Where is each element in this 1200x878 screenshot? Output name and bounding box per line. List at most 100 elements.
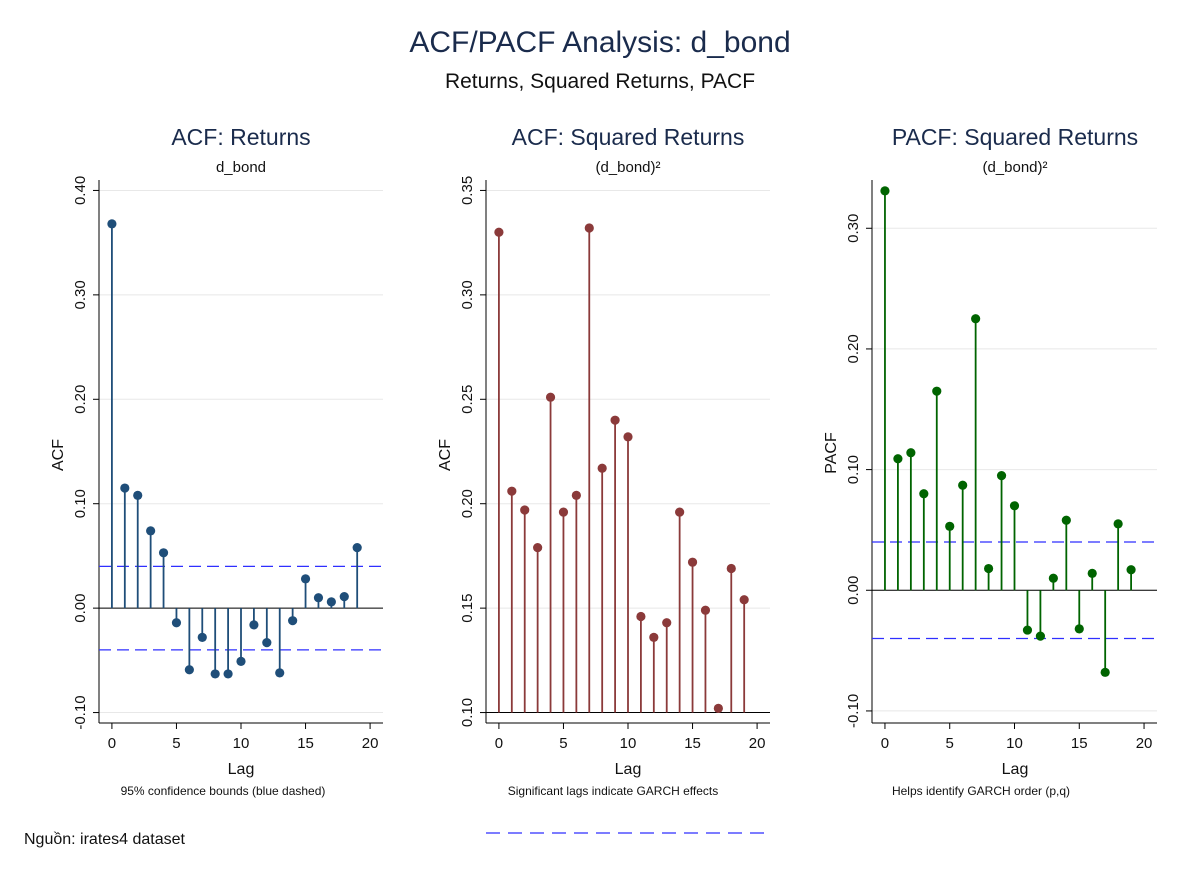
stem-marker [687,557,698,567]
y-tick-label: 0.10 [459,698,476,727]
stem-marker [1113,519,1123,529]
stem-marker [262,637,272,648]
stem-marker [636,611,646,622]
y-tick-label: -0.10 [72,695,89,729]
stem-marker [1061,515,1071,525]
stem-marker [571,490,581,500]
stem-marker [494,227,504,237]
stem-marker [906,448,916,458]
y-tick-label: 0.30 [459,280,476,309]
y-tick-label: 0.15 [459,594,476,623]
stem-marker [1009,501,1020,511]
stem-marker [1035,631,1046,641]
stem-marker [520,505,530,515]
x-tick-label: 15 [297,735,314,752]
source-note: Nguồn: irates4 dataset [24,831,186,848]
y-axis-title: ACF [50,439,67,471]
stem-marker [649,632,659,642]
stem-marker [184,665,194,675]
y-tick-label: 0.20 [72,385,89,414]
y-tick-label: -0.10 [845,694,862,728]
stem-marker [223,669,233,679]
stem-marker [197,632,207,642]
x-tick-label: 0 [881,735,889,752]
stem-marker [1087,568,1097,578]
stem-marker [326,597,336,607]
x-axis-title: Lag [615,761,642,778]
stem-marker [597,463,607,473]
y-tick-label: 0.20 [845,334,862,363]
stem-marker [1048,573,1058,583]
stem-marker [313,593,324,603]
stem-marker [675,507,685,517]
y-tick-label: 0.00 [845,576,862,605]
y-tick-label: 0.10 [845,455,862,484]
x-tick-label: 20 [749,735,766,752]
stem-marker [958,480,968,490]
x-tick-label: 5 [559,735,567,752]
stem-marker [584,223,594,233]
stem-marker [236,656,246,666]
x-tick-label: 5 [172,735,180,752]
stem-marker [275,668,285,678]
y-tick-label: 0.40 [72,176,89,205]
stem-marker [339,592,349,602]
panel-title: ACF: Squared Returns [512,124,745,150]
stem-marker [249,620,259,630]
y-tick-label: 0.30 [845,214,862,243]
x-tick-label: 5 [946,735,954,752]
stem-marker [210,669,220,679]
stem-marker [610,415,620,425]
stem-marker [880,186,890,196]
stem-marker [893,454,903,464]
stem-marker [983,563,994,574]
panel-note: Helps identify GARCH order (p,q) [892,784,1070,798]
x-tick-label: 20 [362,735,379,752]
stem-marker [133,490,143,500]
y-tick-label: 0.00 [72,594,89,623]
y-tick-label: 0.10 [72,489,89,518]
stem-marker [507,486,517,496]
stem-marker [171,618,182,628]
stem-marker [158,548,169,558]
stem-marker [533,542,543,553]
stem-marker [1100,667,1110,677]
y-tick-label: 0.30 [72,280,89,309]
y-axis-title: ACF [437,439,454,471]
stem-marker [623,432,633,442]
stem-marker [713,703,723,713]
stem-marker [996,471,1007,481]
stem-marker [146,526,156,536]
stem-marker [1022,625,1033,635]
x-tick-label: 0 [495,735,503,752]
stem-marker [726,563,736,574]
x-tick-label: 10 [620,735,637,752]
panel-note: Significant lags indicate GARCH effects [508,784,719,798]
panel-title: PACF: Squared Returns [892,124,1138,150]
stem-marker [120,483,130,493]
stem-marker [352,542,362,553]
x-axis-title: Lag [1002,761,1029,778]
stem-marker [971,314,981,324]
y-tick-label: 0.25 [459,385,476,414]
x-tick-label: 10 [233,735,250,752]
stem-marker [1126,565,1136,575]
panel-acf-squared: ACF: Squared Returns (d_bond)² ACF Lag S… [437,124,770,798]
x-tick-label: 10 [1006,735,1023,752]
stem-marker [945,521,955,531]
stem-marker [1074,624,1084,634]
x-tick-label: 20 [1136,735,1153,752]
x-tick-label: 15 [1071,735,1088,752]
stem-marker [919,489,929,499]
stem-marker [739,595,749,605]
stem-marker [932,386,942,396]
panel-subtitle: (d_bond)² [595,159,660,176]
panel-acf-returns: ACF: Returns d_bond ACF Lag 95% confiden… [50,124,383,798]
stem-marker [107,219,117,229]
stem-marker [288,616,298,626]
x-tick-label: 15 [684,735,701,752]
stem-marker [558,507,569,517]
stem-marker [662,618,672,628]
